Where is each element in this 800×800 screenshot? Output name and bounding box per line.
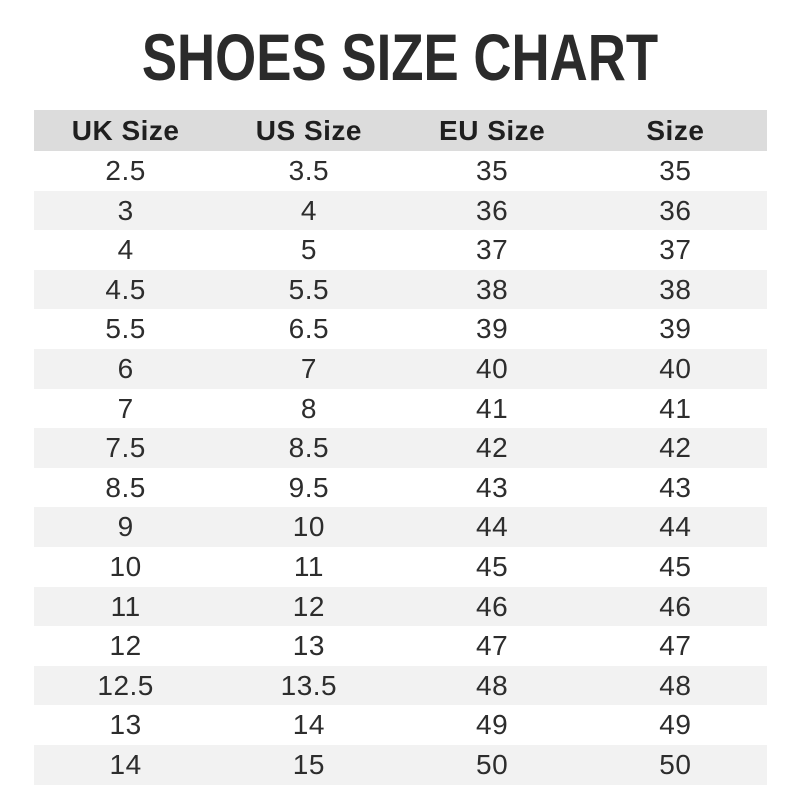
table-cell: 6.5 [288, 313, 330, 345]
table-cell: 37 [476, 234, 509, 266]
table-row: 4 5 37 37 [34, 230, 767, 270]
table-cell: 12 [109, 630, 142, 662]
page-title: SHOES SIZE CHART [141, 20, 659, 94]
table-row: 8.5 9.5 43 43 [34, 467, 767, 508]
table-cell: 4 [300, 194, 317, 226]
table-row: 6 7 40 40 [34, 348, 767, 389]
table-cell: 3 [117, 194, 134, 226]
table-cell: 36 [659, 194, 692, 226]
table-cell: 15 [292, 748, 325, 780]
table-row: 12 13 47 47 [34, 626, 767, 666]
table-cell: 42 [476, 432, 509, 464]
size-chart-table: UK Size US Size EU Size Size 2.5 3.5 35 35 3 4 36… [34, 110, 767, 785]
table-cell: 37 [659, 234, 692, 266]
table-cell: 11 [293, 550, 324, 582]
table-cell: 8.5 [105, 471, 146, 503]
table-cell: 4.5 [105, 273, 146, 305]
table-header-row: UK Size US Size EU Size Size [34, 110, 767, 151]
table-row: 5.5 6.5 39 39 [34, 309, 767, 349]
header-cell: US Size [255, 115, 362, 146]
table-cell: 39 [659, 313, 692, 345]
table-cell: 47 [659, 630, 692, 662]
table-cell: 7.5 [105, 432, 146, 464]
table-cell: 5 [300, 234, 317, 266]
header-cell: EU Size [439, 115, 546, 146]
table-cell: 5.5 [288, 273, 330, 305]
table-row: 2.5 3.5 35 35 [34, 151, 767, 191]
table-cell: 45 [476, 550, 509, 582]
table-cell: 46 [659, 590, 692, 622]
table-cell: 7 [300, 352, 317, 384]
table-row: 11 12 46 46 [34, 586, 767, 627]
header-cell: Size [646, 115, 705, 146]
table-cell: 44 [659, 511, 692, 543]
table-cell: 2.5 [105, 155, 146, 186]
table-cell: 40 [659, 352, 692, 384]
table-row: 7 8 41 41 [34, 388, 767, 429]
table-cell: 13 [292, 630, 325, 662]
table-cell: 49 [659, 709, 692, 741]
table-row: 10 11 45 45 [34, 546, 767, 587]
table-cell: 11 [110, 590, 141, 622]
table-cell: 5.5 [105, 313, 146, 345]
table-cell: 10 [109, 550, 142, 582]
table-cell: 9.5 [288, 471, 330, 503]
table-row: 12.5 13.5 48 48 [34, 665, 767, 706]
table-cell: 49 [476, 709, 509, 741]
table-cell: 41 [659, 392, 692, 424]
table-cell: 38 [476, 273, 509, 305]
table-cell: 14 [109, 748, 142, 780]
table-cell: 7 [117, 392, 134, 424]
header-cell: UK Size [71, 115, 180, 146]
table-cell: 8.5 [288, 432, 330, 464]
table-cell: 47 [476, 630, 509, 662]
table-cell: 40 [476, 352, 509, 384]
table-cell: 41 [476, 392, 509, 424]
table-cell: 12 [292, 590, 325, 622]
table-cell: 38 [659, 273, 692, 305]
table-row: 7.5 8.5 42 42 [34, 428, 767, 468]
table-cell: 3.5 [288, 155, 330, 186]
table-cell: 48 [659, 669, 692, 701]
table-cell: 8 [300, 392, 317, 424]
table-row: 9 10 44 44 [34, 507, 767, 547]
table-cell: 10 [292, 511, 325, 543]
table-cell: 14 [292, 709, 325, 741]
table-cell: 13 [109, 709, 142, 741]
table-cell: 35 [659, 155, 692, 186]
table-cell: 43 [659, 471, 692, 503]
table-row: 3 4 36 36 [34, 190, 767, 231]
table-cell: 44 [476, 511, 509, 543]
table-cell: 4 [117, 234, 134, 266]
table-cell: 6 [117, 352, 134, 384]
table-cell: 50 [659, 748, 692, 780]
table-cell: 35 [476, 155, 509, 186]
table-row: 14 15 50 50 [34, 744, 767, 785]
table-cell: 45 [659, 550, 692, 582]
table-cell: 9 [117, 511, 134, 543]
table-cell: 46 [476, 590, 509, 622]
table-cell: 50 [476, 748, 509, 780]
table-cell: 48 [476, 669, 509, 701]
table-row: 13 14 49 49 [34, 705, 767, 745]
table-cell: 42 [659, 432, 692, 464]
table-cell: 12.5 [97, 669, 154, 701]
table-cell: 43 [476, 471, 509, 503]
table-cell: 13.5 [280, 669, 338, 701]
table-cell: 36 [476, 194, 509, 226]
table-row: 4.5 5.5 38 38 [34, 269, 767, 310]
table-cell: 39 [476, 313, 509, 345]
